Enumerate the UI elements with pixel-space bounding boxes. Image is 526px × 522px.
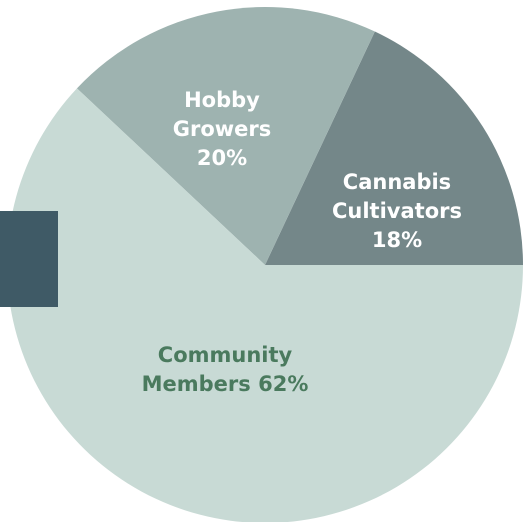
pie-label-community-members: Community Members 62% (142, 343, 309, 396)
pie-label-cannabis-cultivators: Cannabis Cultivators 18% (332, 170, 462, 252)
pie-slice-community-members (7, 88, 523, 522)
pie-label-line: Growers (173, 117, 272, 141)
pie-label-line: Members 62% (142, 372, 309, 396)
pie-slice-hobby-growers (76, 7, 375, 266)
pie-label-line: Cannabis (343, 170, 451, 194)
pie-label-line: Hobby (184, 88, 260, 112)
pie-label-line: 18% (372, 228, 422, 252)
accent-block (0, 211, 58, 307)
pie-slices (7, 7, 523, 522)
pie-label-line: 20% (197, 146, 247, 170)
pie-label-line: Community (158, 343, 293, 367)
pie-labels: Cannabis Cultivators 18% Hobby Growers 20% Com… (142, 88, 462, 396)
pie-slice-cannabis-cultivators (265, 31, 523, 265)
pie-label-hobby-growers: Hobby Growers 20% (173, 88, 272, 170)
pie-label-line: Cultivators (332, 199, 462, 223)
